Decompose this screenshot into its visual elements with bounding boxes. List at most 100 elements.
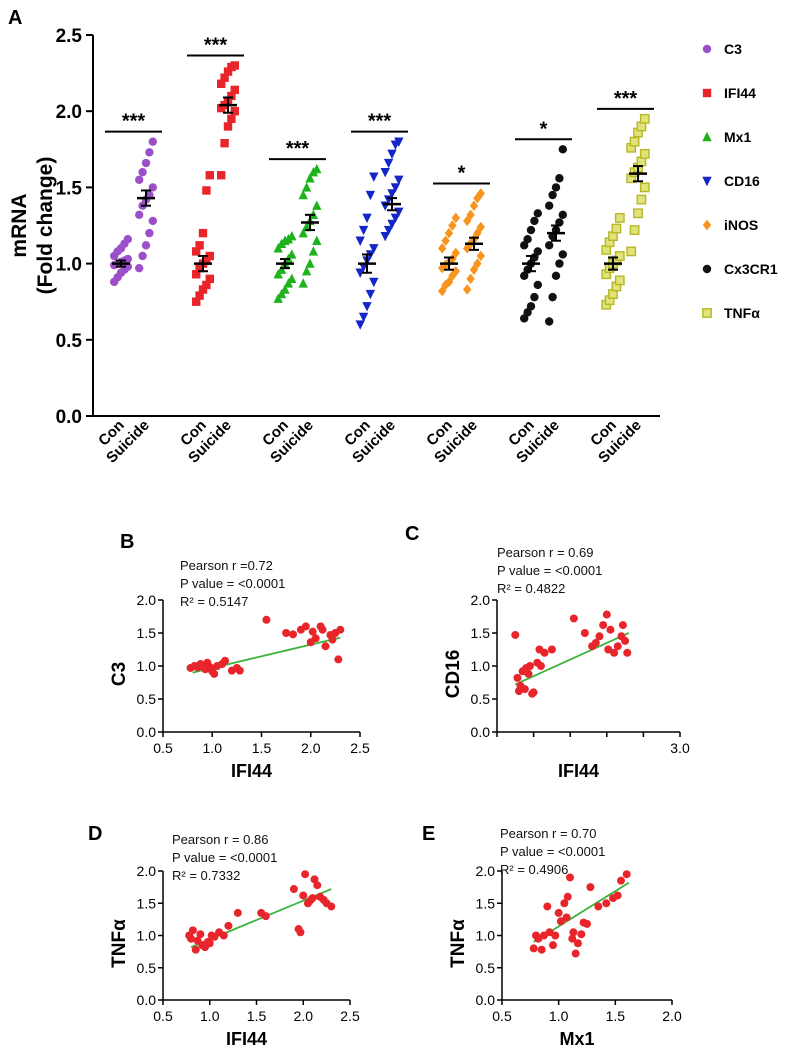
data-point-cx3cr1-con [520, 271, 529, 280]
y-tick-label-d: 2.0 [137, 863, 157, 879]
y-tick-label: 0.0 [56, 407, 82, 428]
stat-line-c: R² = 0.4822 [497, 581, 565, 596]
data-point-ifi44-suicide [230, 85, 239, 95]
y-tick-label-e: 2.0 [476, 863, 496, 879]
x-axis-title-c: IFI44 [558, 761, 599, 781]
x-tick-label-b: 2.5 [350, 740, 370, 756]
data-point-d [205, 939, 214, 948]
data-point-cd16-suicide [383, 158, 394, 169]
y-tick-label-e: 0.5 [476, 960, 496, 976]
data-point-b [301, 622, 310, 631]
data-point-c [580, 629, 589, 637]
data-point-cx3cr1-suicide [555, 174, 564, 183]
scatter-panel-d: D Pearson r = 0.86 P value = <0.0001 R² = 0… [88, 823, 360, 1049]
data-point-inos-suicide [473, 258, 482, 269]
x-axis-title-b: IFI44 [231, 761, 272, 781]
data-point-mx1-suicide [305, 173, 315, 183]
data-point-inos-suicide [476, 188, 485, 199]
legend-marker-c3 [702, 44, 712, 54]
data-point-cd16-con [362, 213, 372, 224]
data-point-cd16-con [369, 244, 379, 254]
data-point-mx1-con [276, 264, 287, 274]
data-point-mx1-suicide [298, 227, 308, 238]
data-point-ifi44-suicide [220, 73, 229, 82]
data-point-c3-suicide [148, 216, 157, 226]
data-point-d [261, 912, 270, 921]
y-tick-label-e: 0.0 [476, 992, 496, 1008]
data-point-cx3cr1-suicide [548, 190, 557, 200]
data-point-e [563, 892, 572, 901]
data-point-cd16-suicide [394, 175, 404, 185]
data-point-ifi44-con [192, 270, 201, 279]
data-point-mx1-suicide [312, 163, 322, 174]
data-point-tnf-con [614, 275, 625, 286]
data-point-cd16-con [369, 277, 379, 288]
x-tick-label-d: 0.5 [153, 1008, 173, 1024]
x-tick-label-e: 2.0 [662, 1008, 682, 1024]
data-point-cx3cr1-con [533, 247, 542, 256]
data-point-cd16-suicide [380, 167, 390, 178]
data-point-b [311, 634, 320, 643]
legend-marker-tnf [702, 308, 712, 318]
x-tick-label-b: 0.5 [153, 740, 173, 756]
data-point-e [594, 902, 603, 911]
legend-label-cx3cr1: Cx3CR1 [724, 261, 778, 277]
significance-label-cd16: *** [368, 111, 392, 133]
data-point-mx1-suicide [308, 246, 319, 256]
data-point-cd16-suicide [394, 137, 404, 147]
data-point-c3-suicide [135, 263, 144, 273]
data-point-inos-suicide [476, 250, 485, 262]
data-point-cx3cr1-suicide [551, 183, 561, 192]
data-point-c [547, 645, 556, 654]
y-tick-label-b: 0.5 [137, 691, 157, 707]
data-point-e [613, 891, 622, 900]
data-point-ifi44-con [195, 241, 204, 250]
data-point-c [595, 632, 604, 641]
data-point-e [573, 939, 582, 948]
data-point-c3-con [123, 254, 132, 264]
data-point-d [224, 921, 233, 930]
data-point-cx3cr1-con [533, 209, 542, 218]
y-tick-label: 1.5 [56, 178, 83, 199]
data-point-e [566, 873, 574, 882]
scatter-panel-e: E Pearson r = 0.70 P value = <0.0001 R² = 0… [422, 823, 682, 1049]
data-point-inos-con [448, 220, 457, 231]
data-point-c [525, 662, 534, 670]
data-point-ifi44-con [205, 251, 214, 261]
data-point-ifi44-suicide [217, 79, 226, 88]
data-point-ifi44-con [205, 171, 214, 180]
data-point-b [318, 625, 327, 634]
data-point-inos-con [444, 227, 454, 239]
data-point-c [536, 662, 545, 670]
panel-label-a: A [8, 7, 22, 29]
data-point-c3-con [123, 235, 132, 244]
data-point-c3-suicide [141, 241, 151, 250]
data-point-ifi44-suicide [227, 91, 236, 101]
data-point-mx1-suicide [298, 278, 308, 288]
data-point-cd16-con [369, 172, 379, 182]
stat-line-d: R² = 0.7332 [172, 868, 240, 883]
data-point-d [296, 928, 305, 937]
data-point-cd16-con [355, 268, 365, 278]
data-point-e [577, 930, 586, 939]
data-point-cd16-suicide [387, 149, 397, 160]
y-tick-label-b: 1.0 [137, 658, 157, 674]
data-point-d [188, 926, 197, 935]
significance-label-inos: * [458, 162, 466, 184]
stat-line-c: P value = <0.0001 [497, 563, 602, 578]
legend-label-tnf: TNFα [724, 305, 760, 321]
data-point-tnf-suicide [639, 113, 650, 124]
data-point-e [551, 931, 560, 940]
data-point-cx3cr1-con [530, 292, 539, 302]
data-point-cd16-suicide [383, 225, 394, 236]
data-point-inos-suicide [476, 221, 485, 233]
data-point-d [289, 885, 298, 894]
x-axis-title-e: Mx1 [559, 1029, 594, 1049]
data-point-mx1-con [287, 273, 297, 284]
x-tick-label-e: 0.5 [492, 1008, 512, 1024]
data-point-inos-suicide [463, 284, 472, 295]
data-point-cx3cr1-con [526, 302, 536, 311]
y-tick-label-d: 1.0 [137, 928, 157, 944]
data-point-e [586, 883, 595, 892]
y-tick-label: 1.0 [56, 255, 82, 276]
